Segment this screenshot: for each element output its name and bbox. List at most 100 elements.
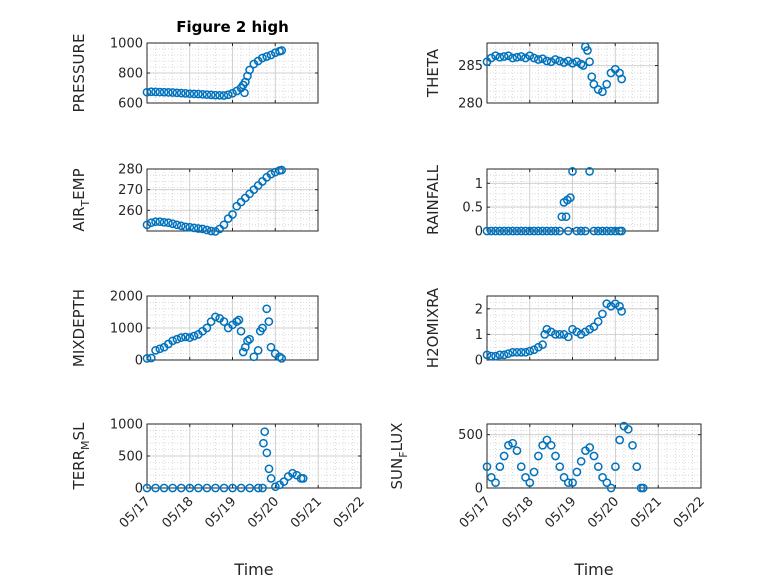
y-tick-label: 0.5 <box>462 201 483 216</box>
data-point <box>551 451 560 461</box>
data-point <box>168 219 177 229</box>
data-point <box>228 210 237 219</box>
x-axis-label: Time <box>233 560 273 579</box>
y-axis-label: MIXDEPTH <box>70 289 88 367</box>
data-point <box>508 347 518 357</box>
data-point <box>512 226 522 236</box>
data-point <box>142 354 152 363</box>
x-axis-label: Time <box>573 560 613 579</box>
x-tick-label: 05/18 <box>500 494 537 531</box>
data-point <box>559 58 569 67</box>
data-point <box>593 85 603 94</box>
data-point <box>211 90 220 100</box>
y-tick-label: 1000 <box>110 37 143 52</box>
data-point <box>266 50 276 60</box>
data-point <box>189 331 199 341</box>
data-point <box>189 223 199 233</box>
data-point <box>508 53 518 63</box>
data-point <box>615 301 624 311</box>
data-point <box>262 52 272 61</box>
data-point <box>555 226 565 236</box>
data-point <box>546 57 556 67</box>
data-point <box>202 90 212 99</box>
data-point <box>557 212 567 222</box>
data-point <box>504 226 513 236</box>
data-point <box>159 483 169 493</box>
data-point <box>576 456 586 466</box>
data-point <box>219 483 229 493</box>
data-point <box>598 472 607 482</box>
data-point <box>193 89 203 99</box>
data-point <box>176 483 186 493</box>
data-point <box>142 220 152 230</box>
data-point <box>262 448 272 458</box>
subplot-4: 0 0.5 1 RAINFALL <box>424 164 659 240</box>
data-point <box>211 312 220 322</box>
data-point <box>542 324 552 334</box>
data-point <box>638 483 648 493</box>
data-point <box>538 54 547 64</box>
data-point <box>632 462 642 472</box>
data-point <box>258 323 267 333</box>
data-point <box>623 424 633 434</box>
data-point <box>482 350 492 360</box>
data-point <box>512 52 522 62</box>
y-tick-label: 280 <box>118 163 143 178</box>
data-point <box>181 332 190 342</box>
data-point <box>499 451 509 461</box>
data-point <box>185 333 195 342</box>
data-point <box>606 301 616 311</box>
data-point <box>546 327 556 337</box>
subplot-8: 0 500 05/17 05/18 05/19 05/20 05/21 05/22 SUNFLU… <box>388 421 708 579</box>
data-point <box>563 226 573 236</box>
data-point <box>172 220 182 230</box>
data-point <box>181 222 190 232</box>
data-point <box>228 88 237 98</box>
data-point <box>495 350 505 360</box>
data-point <box>202 483 212 493</box>
data-point <box>236 483 246 493</box>
data-point <box>533 55 543 64</box>
data-point <box>215 91 225 100</box>
data-point <box>593 226 603 236</box>
data-point <box>512 446 522 456</box>
y-tick-label: 260 <box>118 204 143 219</box>
data-point <box>568 478 577 488</box>
data-point <box>240 88 249 98</box>
data-point <box>572 467 582 477</box>
data-point <box>151 483 160 493</box>
y-tick-label: 500 <box>118 450 143 465</box>
data-point <box>482 226 492 236</box>
data-point <box>542 226 552 236</box>
data-point <box>559 330 569 339</box>
data-point <box>610 226 620 236</box>
data-point <box>151 346 160 355</box>
data-point <box>142 87 152 97</box>
x-tick-label: 05/20 <box>585 494 622 531</box>
data-point <box>529 345 539 355</box>
data-point <box>219 91 229 100</box>
data-point <box>223 90 233 100</box>
data-point <box>219 220 229 230</box>
data-point <box>521 472 530 482</box>
data-point <box>516 462 526 472</box>
data-point <box>168 88 177 97</box>
y-tick-label: 500 <box>458 428 483 443</box>
data-point <box>164 88 173 97</box>
data-point <box>566 193 575 202</box>
data-point <box>542 435 552 445</box>
data-point <box>602 79 612 89</box>
data-point <box>181 89 190 98</box>
data-point <box>172 88 182 98</box>
data-point <box>529 53 539 63</box>
data-point <box>572 327 582 337</box>
data-point <box>486 226 496 236</box>
data-point <box>189 89 199 99</box>
data-point <box>589 226 599 236</box>
data-point <box>516 347 526 357</box>
data-point <box>277 46 287 55</box>
data-point <box>598 87 607 97</box>
data-point <box>495 226 505 236</box>
data-point <box>245 483 255 493</box>
y-tick-label: 2000 <box>110 290 143 305</box>
